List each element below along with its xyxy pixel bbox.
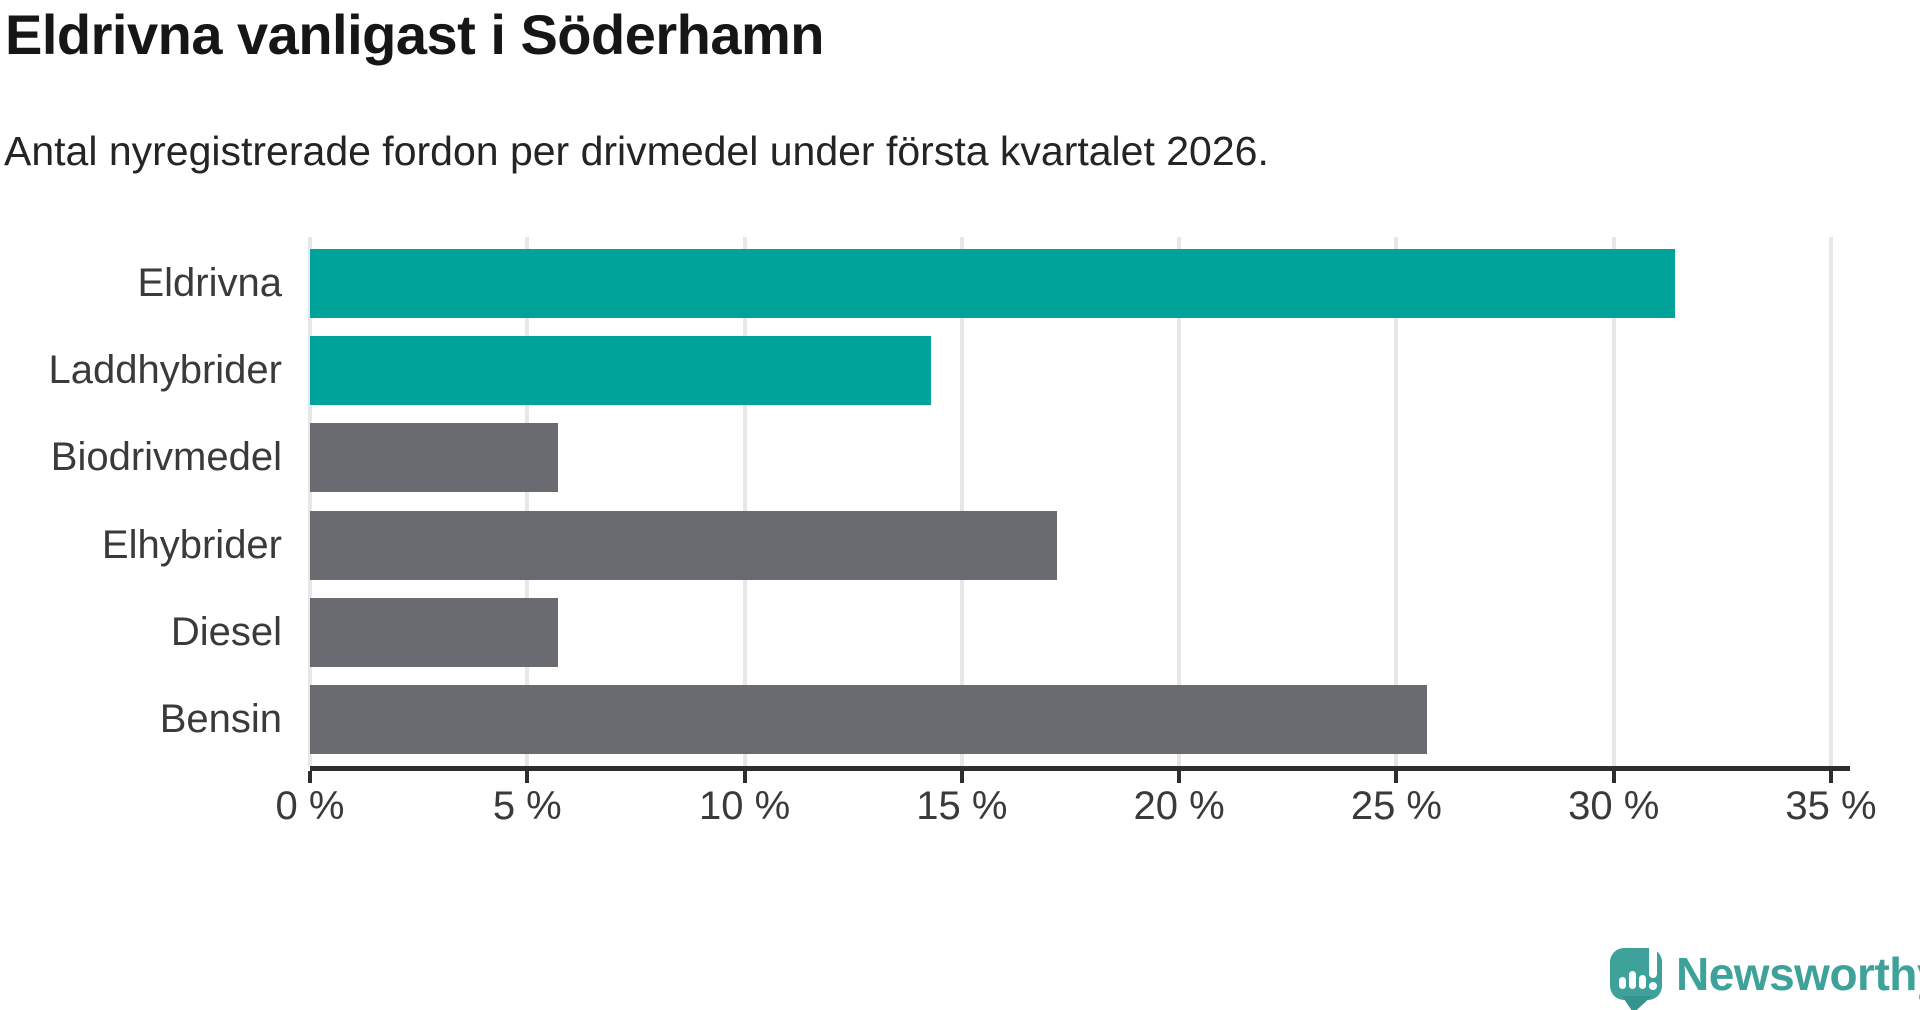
newsworthy-logo: Newsworthy <box>1608 941 1920 1010</box>
gridline-5 <box>525 237 530 767</box>
x-axis-line <box>310 766 1850 771</box>
bar-eldrivna <box>310 249 1675 318</box>
x-tick-label-30: 30 % <box>1568 784 1660 828</box>
bar-laddhybrider <box>310 336 932 406</box>
gridline-25 <box>1394 237 1399 767</box>
gridline-20 <box>1177 237 1182 767</box>
gridline-0 <box>308 237 312 767</box>
x-axis-tick-0 <box>308 771 312 783</box>
chart-title: Eldrivna vanligast i Söderhamn <box>5 3 825 66</box>
x-axis-tick-5 <box>525 771 530 783</box>
newsworthy-wordmark: Newsworthy <box>1676 948 1920 1000</box>
x-axis-tick-30 <box>1611 771 1616 783</box>
x-tick-label-20: 20 % <box>1133 784 1225 828</box>
chart-subtitle: Antal nyregistrerade fordon per drivmede… <box>4 128 1269 174</box>
plot-area <box>308 237 1850 767</box>
gridline-30 <box>1611 237 1616 767</box>
bar-biodrivmedel <box>310 423 558 493</box>
category-label-elhybrider: Elhybrider <box>101 522 282 567</box>
bar-bensin <box>310 685 1427 754</box>
x-tick-label-25: 25 % <box>1350 784 1442 828</box>
category-label-diesel: Diesel <box>170 609 282 654</box>
x-tick-label-0: 0 % <box>275 784 345 828</box>
x-axis-tick-35 <box>1828 771 1833 783</box>
x-tick-label-10: 10 % <box>698 784 791 828</box>
x-axis-tick-25 <box>1394 771 1399 783</box>
bar-elhybrider <box>310 510 1058 580</box>
x-axis-tick-10 <box>742 771 747 783</box>
bar-diesel <box>310 597 558 667</box>
logo-tail <box>1622 996 1652 1010</box>
x-tick-label-15: 15 % <box>916 784 1008 828</box>
category-label-bensin: Bensin <box>159 697 282 741</box>
gridline-35 <box>1828 237 1833 767</box>
gridline-10 <box>742 237 747 767</box>
gridline-15 <box>959 237 964 767</box>
x-axis-tick-20 <box>1177 771 1182 783</box>
x-tick-label-5: 5 % <box>492 784 562 828</box>
x-tick-label-35: 35 % <box>1785 784 1877 828</box>
x-axis-tick-15 <box>959 771 964 783</box>
speech-bubble-barchart-exclamation-icon <box>1610 941 1662 1000</box>
category-label-laddhybrider: Laddhybrider <box>48 348 283 393</box>
category-label-eldrivna: Eldrivna <box>137 261 282 305</box>
category-label-biodrivmedel: Biodrivmedel <box>50 435 282 480</box>
